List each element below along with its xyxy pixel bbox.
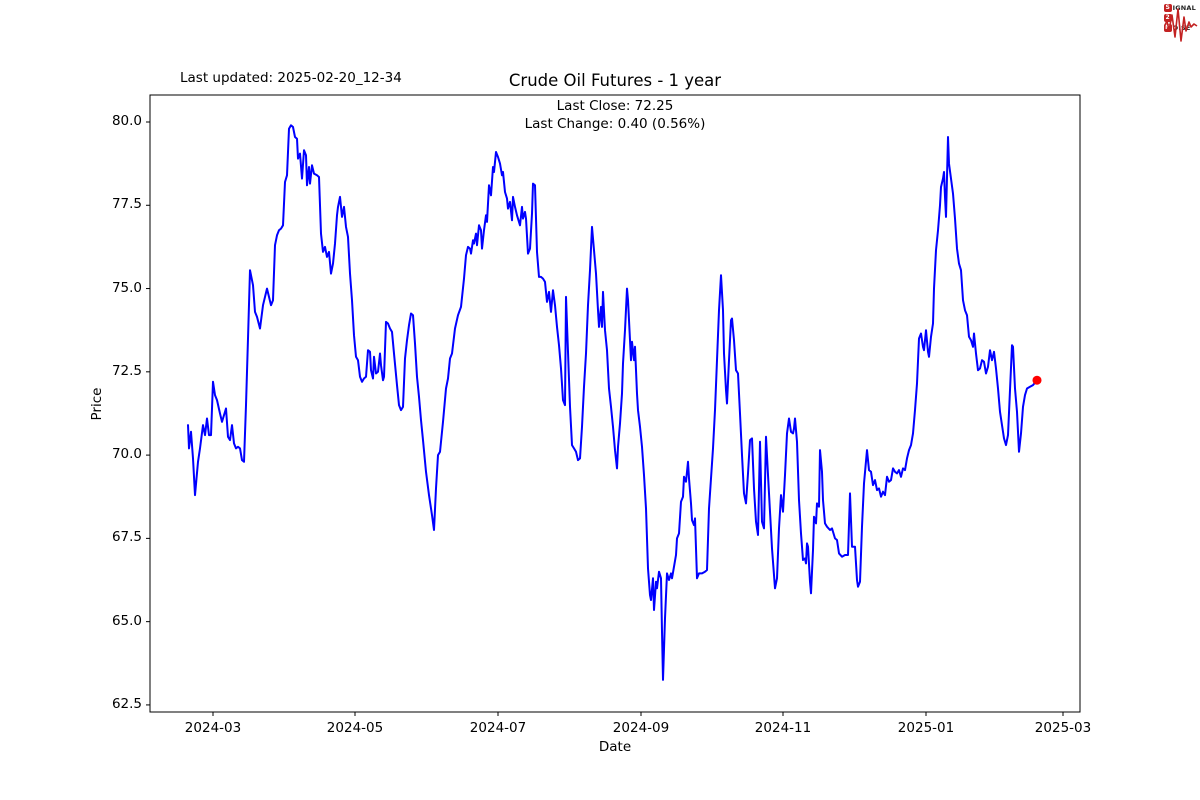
y-tick-label: 70.0 (111, 446, 142, 463)
price-line (187, 124, 1038, 681)
last-change-text: Last Change: 0.40 (0.56%) (524, 116, 706, 132)
last-close-text: Last Close: 72.25 (556, 98, 674, 114)
y-tick-label: 65.0 (111, 612, 142, 629)
y-axis-label: Price (89, 387, 105, 421)
x-tick-label: 2024-03 (184, 720, 242, 736)
x-tick-label: 2024-05 (326, 720, 384, 736)
y-tick-label: 67.5 (111, 529, 142, 546)
y-tick-label: 77.5 (111, 196, 142, 213)
last-close-marker (1032, 375, 1042, 385)
y-tick-label: 72.5 (111, 362, 142, 379)
x-tick-label: 2024-07 (469, 720, 527, 736)
chart-annotations: Last Close: 72.25 Last Change: 0.40 (0.5… (150, 97, 1080, 133)
chart-title: Crude Oil Futures - 1 year (508, 71, 722, 90)
plot-border (149, 94, 1081, 713)
last-updated-text: Last updated: 2025-02-20_12-34 (180, 70, 402, 86)
y-tick-label: 80.0 (111, 113, 142, 129)
x-axis-label: Date (598, 739, 632, 755)
y-tick-label: 62.5 (111, 695, 142, 712)
signal2noise-logo: S IGNAL 2 N OISE (1163, 3, 1198, 42)
waveform-icon (1163, 8, 1198, 42)
x-tick-label: 2024-11 (754, 720, 812, 736)
y-tick-label: 75.0 (111, 279, 142, 296)
x-tick-label: 2025-03 (1034, 720, 1092, 736)
logo-letter-2: 2 (1163, 13, 1172, 22)
x-tick-label: 2025-01 (897, 720, 955, 736)
x-tick-label: 2024-09 (612, 720, 670, 736)
logo-letter-s: S (1163, 3, 1172, 12)
